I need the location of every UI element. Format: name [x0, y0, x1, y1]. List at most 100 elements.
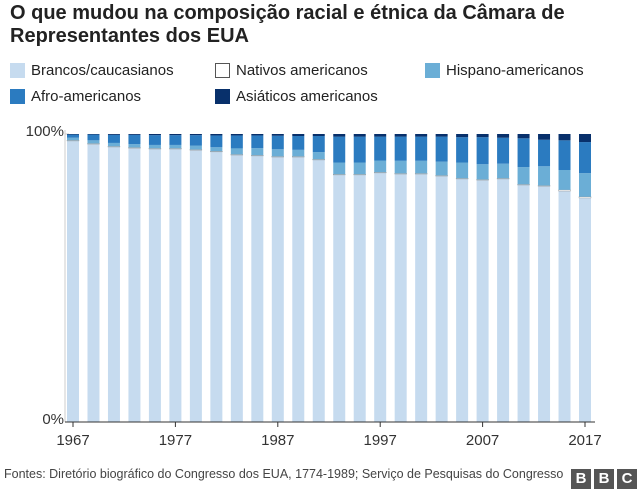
- bar-segment: [148, 148, 162, 150]
- bar-segment: [476, 164, 489, 180]
- bar-segment: [230, 135, 243, 149]
- bar-segment: [312, 159, 325, 423]
- bar-segment: [251, 155, 264, 422]
- logo-letter: B: [571, 469, 591, 489]
- bar-segment: [558, 191, 571, 422]
- bar-segment: [374, 134, 387, 137]
- bar-segment: [456, 178, 469, 422]
- x-tick-label: 1987: [261, 432, 294, 449]
- bar-segment: [353, 134, 366, 137]
- bar-segment: [435, 161, 448, 176]
- bar-segment: [374, 172, 387, 174]
- bar-segment: [87, 134, 100, 141]
- logo-letter: C: [617, 469, 637, 489]
- bar-segment: [292, 149, 305, 157]
- bar-segment: [271, 156, 284, 158]
- y-tick-label: 100%: [26, 123, 64, 140]
- bar-segment: [579, 134, 591, 143]
- bar-segment: [87, 144, 100, 422]
- legend-item: Asiáticos americanos: [215, 88, 378, 105]
- bar-segment: [107, 146, 121, 148]
- legend-item: Brancos/caucasianos: [10, 62, 174, 79]
- legend-swatch: [10, 63, 25, 78]
- legend-item: Hispano-americanos: [425, 62, 584, 79]
- bar-segment: [497, 134, 510, 138]
- legend-swatch: [215, 63, 230, 78]
- bar-segment: [415, 160, 428, 174]
- bar-segment: [210, 134, 223, 136]
- bar-segment: [496, 178, 510, 180]
- bar-segment: [251, 135, 264, 149]
- bar-segment: [476, 180, 489, 422]
- bar-segment: [169, 148, 182, 150]
- bar-segment: [189, 134, 202, 136]
- bar-segment: [312, 136, 325, 153]
- bar-segment: [558, 189, 571, 192]
- bar-segment: [230, 155, 243, 423]
- bar-segment: [107, 142, 120, 147]
- legend-label: Asiáticos americanos: [236, 88, 378, 105]
- bar-segment: [210, 135, 223, 148]
- bar-segment: [230, 154, 244, 156]
- bar-segment: [333, 134, 346, 137]
- bar-segment: [67, 137, 79, 141]
- legend-swatch: [215, 89, 230, 104]
- bar-segment: [435, 175, 448, 177]
- bar-segment: [394, 136, 407, 161]
- bar-segment: [456, 137, 469, 163]
- x-tick-label: 2007: [466, 432, 499, 449]
- bar-segment: [353, 136, 366, 163]
- bar-segment: [415, 174, 428, 422]
- bar-segment: [517, 134, 530, 139]
- bar-segment: [394, 134, 407, 137]
- bar-segment: [333, 174, 346, 176]
- bar-segment: [579, 173, 591, 197]
- bar-segment: [107, 146, 120, 422]
- bar-segment: [251, 134, 264, 136]
- bar-segment: [435, 134, 448, 137]
- bar-segment: [414, 173, 428, 175]
- bar-segment: [374, 160, 387, 173]
- bar-segment: [558, 140, 571, 170]
- chart-title: O que mudou na composição racial e étnic…: [10, 2, 565, 47]
- bar-segment: [67, 134, 79, 135]
- x-tick-label: 1977: [159, 432, 192, 449]
- bar-segment: [292, 136, 305, 150]
- bar-segment: [476, 137, 489, 165]
- bar-segment: [394, 174, 407, 422]
- bar-segment: [169, 134, 182, 136]
- legend-swatch: [425, 63, 440, 78]
- bar-segment: [456, 162, 469, 179]
- bar-segment: [456, 134, 469, 138]
- bar-segment: [517, 138, 530, 168]
- bar-segment: [538, 186, 551, 422]
- bar-segment: [230, 148, 243, 155]
- bar-segment: [128, 134, 141, 145]
- bar-segment: [476, 134, 489, 138]
- bar-segment: [87, 134, 100, 135]
- bar-segment: [497, 178, 510, 422]
- x-tick-label: 1997: [364, 432, 397, 449]
- bar-segment: [189, 149, 203, 151]
- bar-segment: [210, 151, 223, 153]
- bar-segment: [107, 134, 120, 143]
- bar-segment: [66, 140, 80, 142]
- bar-segment: [210, 147, 223, 152]
- bar-segment: [312, 134, 325, 137]
- bar-segment: [374, 172, 387, 422]
- legend-item: Nativos americanos: [215, 62, 368, 79]
- bar-segment: [558, 170, 571, 190]
- x-tick-label: 2017: [568, 432, 601, 449]
- logo-letter: B: [594, 469, 614, 489]
- bar-segment: [333, 174, 346, 422]
- bar-segment: [353, 174, 366, 176]
- bar-segment: [497, 137, 510, 164]
- bar-segment: [578, 196, 592, 199]
- bar-segment: [435, 176, 448, 422]
- bar-segment: [292, 156, 305, 158]
- legend-item: Afro-americanos: [10, 88, 141, 105]
- bar-segment: [128, 148, 141, 422]
- bar-segment: [148, 148, 161, 422]
